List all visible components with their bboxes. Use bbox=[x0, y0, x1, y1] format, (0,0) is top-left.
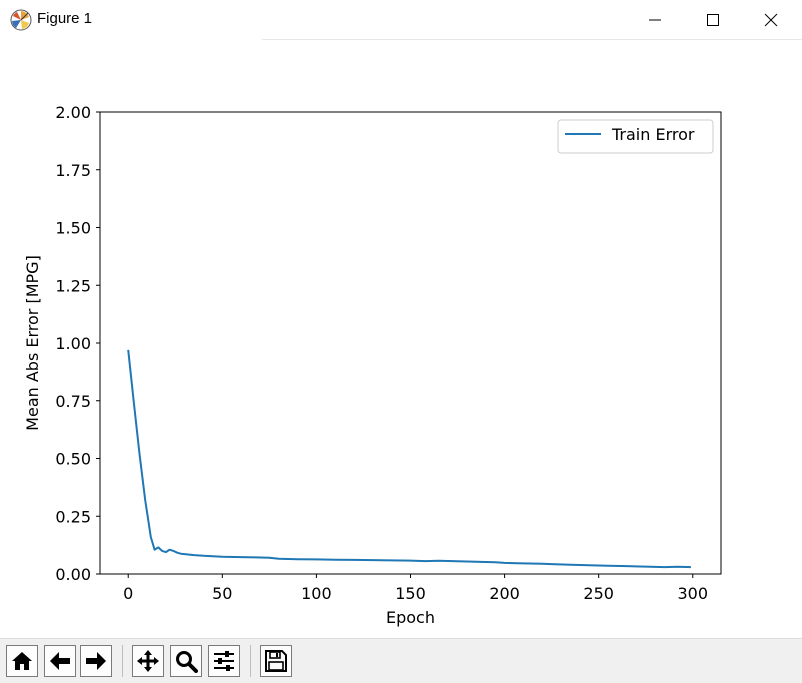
save-button[interactable] bbox=[260, 645, 292, 677]
close-icon bbox=[764, 13, 778, 27]
minimize-button[interactable] bbox=[626, 0, 684, 40]
sliders-icon bbox=[214, 651, 234, 671]
y-tick-label: 0.00 bbox=[55, 565, 91, 584]
legend-box bbox=[557, 119, 714, 154]
figure-canvas[interactable]: 0 50 100 150 200 250 300 0.00 0.25 0.50 0.75 1.00 1… bbox=[0, 40, 802, 638]
x-axis-label: Epoch bbox=[386, 608, 435, 627]
maximize-button[interactable] bbox=[684, 0, 742, 40]
arrow-right-icon bbox=[86, 652, 106, 670]
x-tick-label: 300 bbox=[677, 584, 708, 603]
maximize-icon bbox=[707, 14, 719, 26]
navigation-toolbar bbox=[0, 638, 802, 683]
y-tick-label: 1.00 bbox=[55, 334, 91, 353]
close-button[interactable] bbox=[742, 0, 800, 40]
series-line-train-error bbox=[127, 349, 691, 569]
x-tick-label: 0 bbox=[123, 584, 133, 603]
y-axis-label: Mean Abs Error [MPG] bbox=[23, 255, 42, 431]
magnifier-icon bbox=[176, 651, 198, 673]
x-tick-label: 150 bbox=[395, 584, 426, 603]
x-tick-label: 50 bbox=[212, 584, 232, 603]
legend-label-train-error: Train Error bbox=[611, 125, 695, 144]
zoom-button[interactable] bbox=[170, 645, 202, 677]
plot-area-frame bbox=[99, 111, 722, 575]
title-bar-divider bbox=[262, 39, 802, 40]
arrow-left-icon bbox=[50, 652, 70, 670]
x-tick-label: 200 bbox=[489, 584, 520, 603]
legend: Train Error bbox=[557, 119, 714, 154]
home-button[interactable] bbox=[6, 645, 38, 677]
home-icon bbox=[12, 652, 32, 670]
window-title: Figure 1 bbox=[37, 10, 93, 27]
x-tick-label: 250 bbox=[583, 584, 614, 603]
toolbar-separator bbox=[250, 645, 251, 677]
y-tick-label: 1.25 bbox=[55, 276, 91, 295]
floppy-disk-icon bbox=[265, 650, 287, 672]
minimize-icon bbox=[649, 19, 661, 21]
forward-button[interactable] bbox=[80, 645, 112, 677]
y-tick-label: 0.25 bbox=[55, 507, 91, 526]
y-tick-label: 1.50 bbox=[55, 219, 91, 238]
chart: 0 50 100 150 200 250 300 0.00 0.25 0.50 0.75 1.00 1… bbox=[23, 103, 722, 627]
configure-subplots-button[interactable] bbox=[208, 645, 240, 677]
toolbar-separator bbox=[122, 645, 123, 677]
back-button[interactable] bbox=[44, 645, 76, 677]
x-tick-label: 100 bbox=[301, 584, 332, 603]
y-tick-label: 0.50 bbox=[55, 450, 91, 469]
title-bar: Figure 1 bbox=[0, 0, 802, 40]
y-tick-label: 0.75 bbox=[55, 392, 91, 411]
move-icon bbox=[137, 650, 159, 672]
y-tick-label: 2.00 bbox=[55, 103, 91, 122]
matplotlib-logo-icon bbox=[10, 9, 32, 31]
pan-button[interactable] bbox=[132, 645, 164, 677]
y-tick-label: 1.75 bbox=[55, 161, 91, 180]
